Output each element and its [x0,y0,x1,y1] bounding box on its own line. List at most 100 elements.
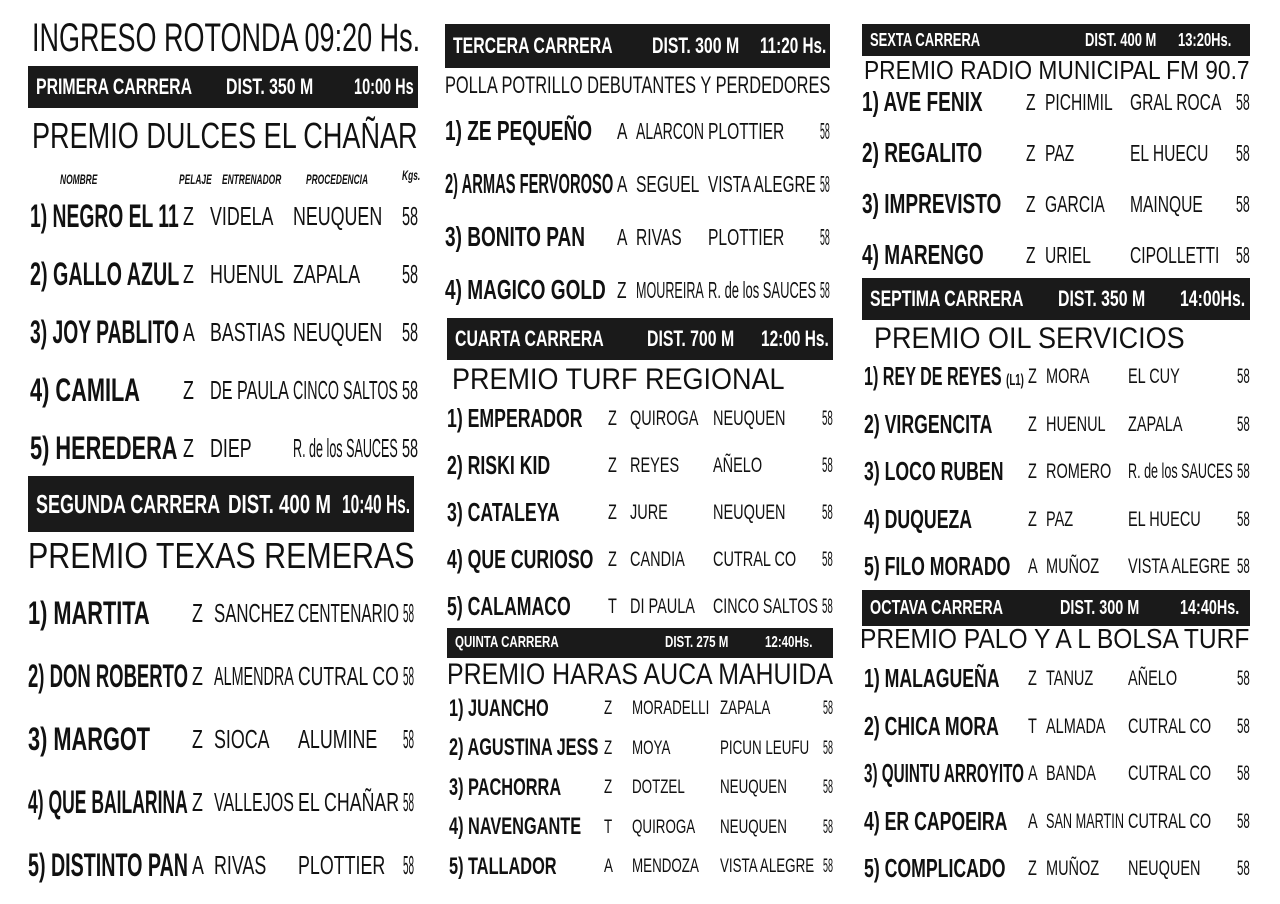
horse-name: 1) NEGRO EL 11 [30,197,179,234]
pelaje: Z [608,453,617,477]
race-number: SEPTIMA CARRERA [870,286,1024,311]
pelaje: A [1028,554,1038,578]
horse-name: 4) QUE CURIOSO [447,545,593,574]
horse-name: 1) JUANCHO [449,695,549,722]
horse-name: 3) CATALEYA [447,498,560,527]
pelaje: A [617,118,628,144]
trainer: SAN MARTIN [1046,808,1124,833]
trainer: SEGUEL [636,171,700,197]
pelaje: Z [192,787,203,817]
weight-kgs: 58 [1237,761,1250,785]
horse-name-text: 5) HEREDERA [30,429,178,466]
race-prize-title: PREMIO RADIO MUNICIPAL FM 90.7 [864,57,1280,83]
horse-name: 5) COMPLICADO [864,854,1005,883]
pelaje: Z [192,598,203,628]
weight-kgs: 58 [1236,89,1250,115]
origin: ZAPALA [720,697,771,719]
trainer: RIVAS [636,224,682,250]
race-prize-title: PREMIO DULCES EL CHAÑAR [32,118,545,154]
race-prize-text: PREMIO HARAS AUCA MAHUIDA [447,658,834,691]
race-distance: DIST. 350 M [226,74,314,99]
pelaje: A [1028,761,1038,785]
pelaje: Z [1026,140,1036,166]
pelaje: Z [608,406,617,430]
page-heading-text: INGRESO ROTONDA 09:20 Hs. [32,16,421,60]
horse-name-text: 1) REY DE REYES [864,361,1002,392]
origin: CINCO SALTOS [293,375,398,405]
horse-name: 2) VIRGENCITA [864,410,992,439]
origin: AÑELO [713,453,763,477]
race-time: 14:00Hs. [1180,286,1246,311]
race-time: 12:40Hs. [765,634,813,651]
horse-name: 3) LOCO RUBEN [864,457,1003,486]
weight-kgs: 58 [822,594,833,618]
race-distance: DIST. 300 M [652,33,740,58]
horse-name-text: 4) QUE CURIOSO [447,544,594,575]
horse-name: 1) MARTITA [28,595,150,631]
trainer: ALMADA [1046,713,1106,738]
horse-name-text: 1) MALAGUEÑA [864,663,1000,694]
weight-kgs: 58 [402,201,419,231]
race-prize-text: PREMIO PALO Y A L BOLSA TURF [860,623,1250,654]
horse-name-text: 5) COMPLICADO [864,853,1006,884]
pelaje: Z [604,776,613,798]
race-header-bar: SEGUNDA CARRERA DIST. 400 M 10:40 Hs. [28,476,414,532]
horse-name-text: 1) NEGRO EL 11 [30,197,179,234]
race-distance: DIST. 400 M [1085,30,1157,50]
race-distance: DIST. 350 M [1058,286,1146,311]
trainer: DI PAULA [630,594,695,618]
race-time: 10:40 Hs. [342,489,411,519]
race-prize-text: PREMIO TURF REGIONAL [452,363,785,396]
horse-name-text: 3) CATALEYA [447,497,560,528]
horse-name: 3) BONITO PAN [445,221,585,253]
race-prize-text: PREMIO TEXAS REMERAS [28,535,415,576]
horse-name: 1) REY DE REYES (L1) [864,362,1024,391]
race-prize-title: PREMIO PALO Y A L BOLSA TURF [860,625,1280,653]
header-origin: PROCEDENCIA [306,171,369,187]
horse-name: 4) DUQUEZA [864,505,972,534]
horse-name: 4) ER CAPOEIRA [864,807,1007,836]
race-header-bar: SEPTIMA CARRERA DIST. 350 M 14:00Hs. [862,278,1250,320]
race-header-bar: TERCERA CARRERA DIST. 300 M 11:20 Hs. [445,24,830,68]
origin: NEUQUEN [720,815,787,838]
weight-kgs: 58 [1237,364,1250,388]
weight-kgs: 58 [1236,191,1250,217]
trainer: SIOCA [214,724,270,754]
race-prize-title: PREMIO TURF REGIONAL [452,365,822,395]
origin: EL CHAÑAR [298,787,400,817]
horse-name-text: 3) IMPREVISTO [862,188,1002,220]
pelaje: Z [604,697,613,719]
horse-name: 4) QUE BAILARINA [28,784,188,820]
origin: PLOTTIER [298,850,386,880]
origin: VISTA ALEGRE [720,855,815,877]
pelaje: Z [1028,364,1037,388]
trainer: ALMENDRA [214,661,294,691]
horse-name: 4) MARENGO [862,239,984,271]
origin: PLOTTIER [708,224,785,250]
horse-name-text: 2) CHICA MORA [864,710,999,741]
weight-kgs: 58 [403,598,415,628]
weight-kgs: 58 [823,855,833,877]
pelaje: Z [1028,506,1037,531]
horse-name: 3) MARGOT [28,721,150,757]
race-number: SEXTA CARRERA [870,30,981,50]
horse-name-text: 3) QUINTU ARROYITO [864,758,1024,789]
header-trainer: ENTRENADOR [222,171,282,187]
horse-name-text: 3) PACHORRA [449,773,562,801]
horse-name: 2) DON ROBERTO [28,658,188,694]
trainer: MUÑOZ [1046,554,1100,578]
weight-kgs: 58 [822,453,833,477]
pelaje: A [604,855,613,877]
horse-name: 5) FILO MORADO [864,552,1010,581]
weight-kgs: 58 [1237,554,1250,578]
horse-name-text: 1) ZE PEQUEÑO [445,115,593,147]
horse-name: 4) CAMILA [30,372,140,408]
weight-kgs: 58 [1237,506,1250,531]
trainer: URIEL [1045,242,1091,268]
origin: MAINQUE [1130,191,1203,217]
horse-name: 5) HEREDERA [30,429,178,466]
trainer: VIDELA [210,201,274,231]
origin: PLOTTIER [708,118,785,144]
pelaje: Z [183,259,194,289]
weight-kgs: 58 [403,661,415,691]
